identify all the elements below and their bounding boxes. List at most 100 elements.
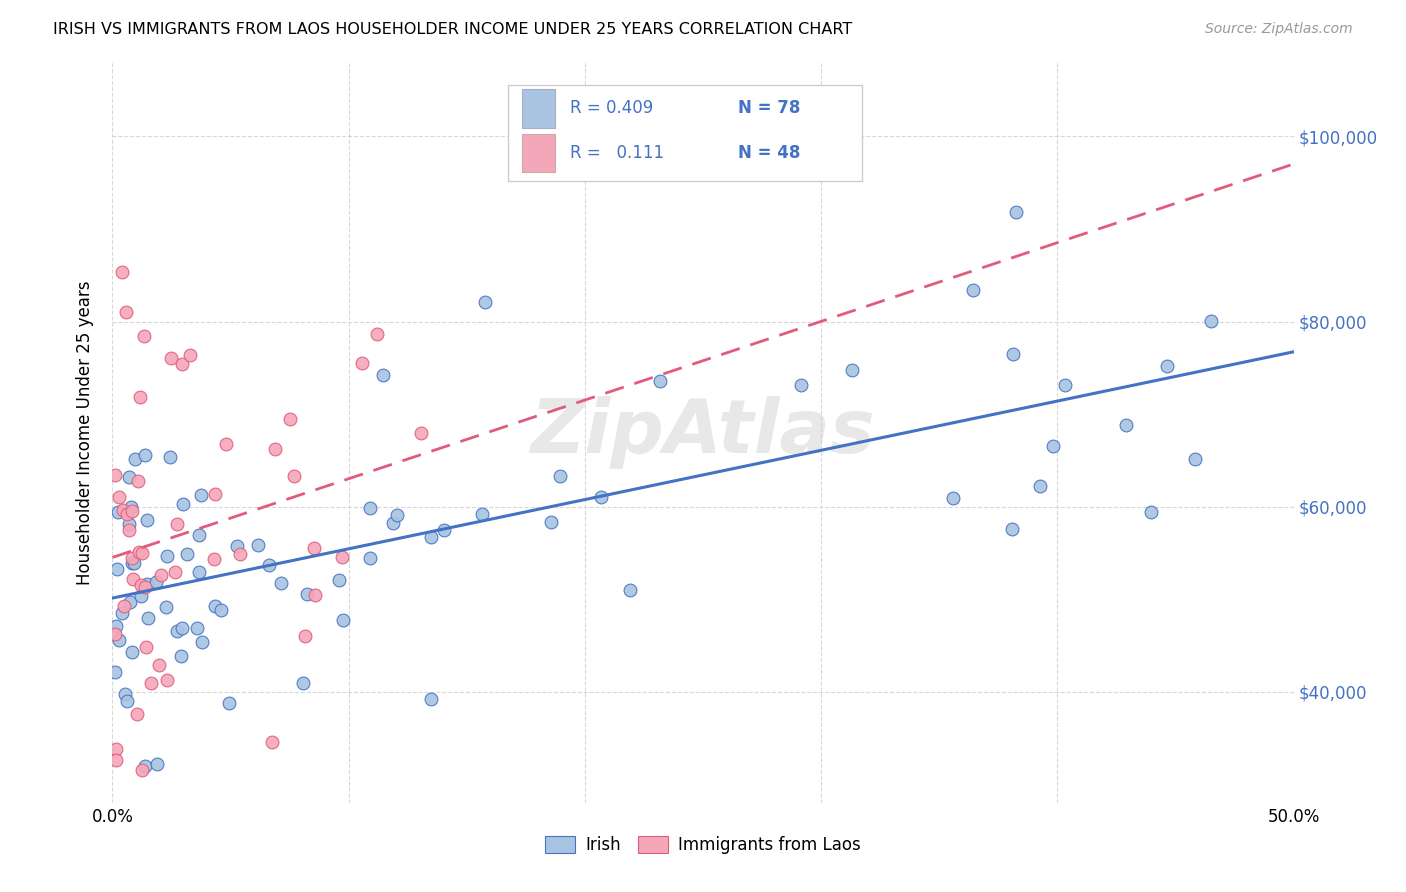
Point	[790, 377, 813, 392]
Point	[280, 411, 302, 425]
Point	[330, 550, 353, 565]
Point	[186, 620, 208, 634]
Point	[302, 541, 325, 555]
Point	[359, 501, 381, 516]
Point	[359, 551, 381, 566]
Point	[619, 583, 641, 598]
Point	[111, 607, 134, 621]
Point	[204, 552, 226, 566]
Point	[104, 468, 127, 483]
Point	[120, 500, 142, 514]
Point	[155, 599, 177, 614]
Point	[170, 357, 193, 371]
Point	[146, 757, 169, 772]
Point	[1004, 205, 1026, 219]
Point	[179, 348, 201, 362]
Point	[263, 442, 285, 456]
Point	[188, 565, 211, 579]
Point	[145, 574, 167, 589]
Point	[291, 675, 314, 690]
Point	[166, 517, 188, 532]
Point	[191, 634, 214, 648]
Point	[131, 546, 153, 560]
Text: N = 78: N = 78	[738, 99, 801, 118]
Point	[1053, 378, 1076, 392]
Point	[262, 735, 284, 749]
FancyBboxPatch shape	[522, 134, 555, 172]
Text: Source: ZipAtlas.com: Source: ZipAtlas.com	[1205, 22, 1353, 37]
Point	[1001, 522, 1024, 536]
Text: R =   0.111: R = 0.111	[569, 144, 664, 161]
Point	[1115, 418, 1137, 433]
Point	[104, 618, 127, 632]
Point	[420, 692, 443, 706]
Point	[591, 490, 613, 504]
Point	[104, 753, 127, 767]
Point	[129, 391, 152, 405]
Point	[127, 474, 149, 488]
Point	[104, 627, 127, 641]
Point	[328, 574, 350, 588]
Point	[104, 665, 127, 680]
Point	[134, 448, 156, 462]
Point	[108, 632, 131, 647]
Point	[114, 687, 136, 701]
Point	[141, 676, 163, 690]
Point	[962, 284, 984, 298]
Point	[209, 603, 232, 617]
Point	[215, 437, 238, 451]
Point	[170, 621, 193, 635]
Text: R = 0.409: R = 0.409	[569, 99, 652, 118]
Point	[163, 565, 186, 579]
Point	[366, 326, 388, 341]
Point	[432, 523, 454, 537]
Point	[204, 599, 226, 613]
Point	[107, 505, 129, 519]
Point	[540, 515, 562, 529]
Point	[170, 648, 193, 663]
Point	[474, 295, 496, 310]
Point	[841, 363, 863, 377]
Point	[225, 540, 247, 554]
Point	[176, 547, 198, 561]
Point	[121, 504, 143, 518]
Point	[134, 580, 156, 594]
Point	[257, 558, 280, 573]
Legend: Irish, Immigrants from Laos: Irish, Immigrants from Laos	[538, 830, 868, 861]
Point	[283, 468, 305, 483]
Point	[159, 450, 181, 464]
Point	[385, 508, 408, 523]
Point	[122, 572, 145, 586]
Point	[148, 658, 170, 673]
Point	[172, 497, 194, 511]
Point	[1184, 452, 1206, 467]
Point	[135, 640, 157, 655]
Point	[112, 599, 135, 613]
Point	[115, 507, 138, 521]
Point	[120, 595, 142, 609]
Point	[294, 629, 316, 643]
Point	[132, 329, 155, 343]
Point	[125, 706, 148, 721]
Point	[382, 516, 405, 531]
Point	[190, 488, 212, 502]
Point	[295, 587, 318, 601]
Point	[121, 556, 143, 570]
Point	[131, 763, 153, 777]
FancyBboxPatch shape	[522, 89, 555, 128]
Point	[104, 742, 127, 756]
Text: N = 48: N = 48	[738, 144, 801, 161]
Point	[129, 578, 152, 592]
Point	[648, 374, 671, 388]
Point	[156, 673, 179, 688]
Point	[107, 490, 129, 504]
Y-axis label: Householder Income Under 25 years: Householder Income Under 25 years	[76, 280, 94, 585]
Point	[121, 645, 143, 659]
Point	[122, 556, 145, 570]
Point	[117, 469, 139, 483]
Point	[229, 548, 252, 562]
Point	[204, 487, 226, 501]
Point	[1156, 359, 1178, 373]
Point	[187, 528, 209, 542]
Point	[136, 611, 159, 625]
